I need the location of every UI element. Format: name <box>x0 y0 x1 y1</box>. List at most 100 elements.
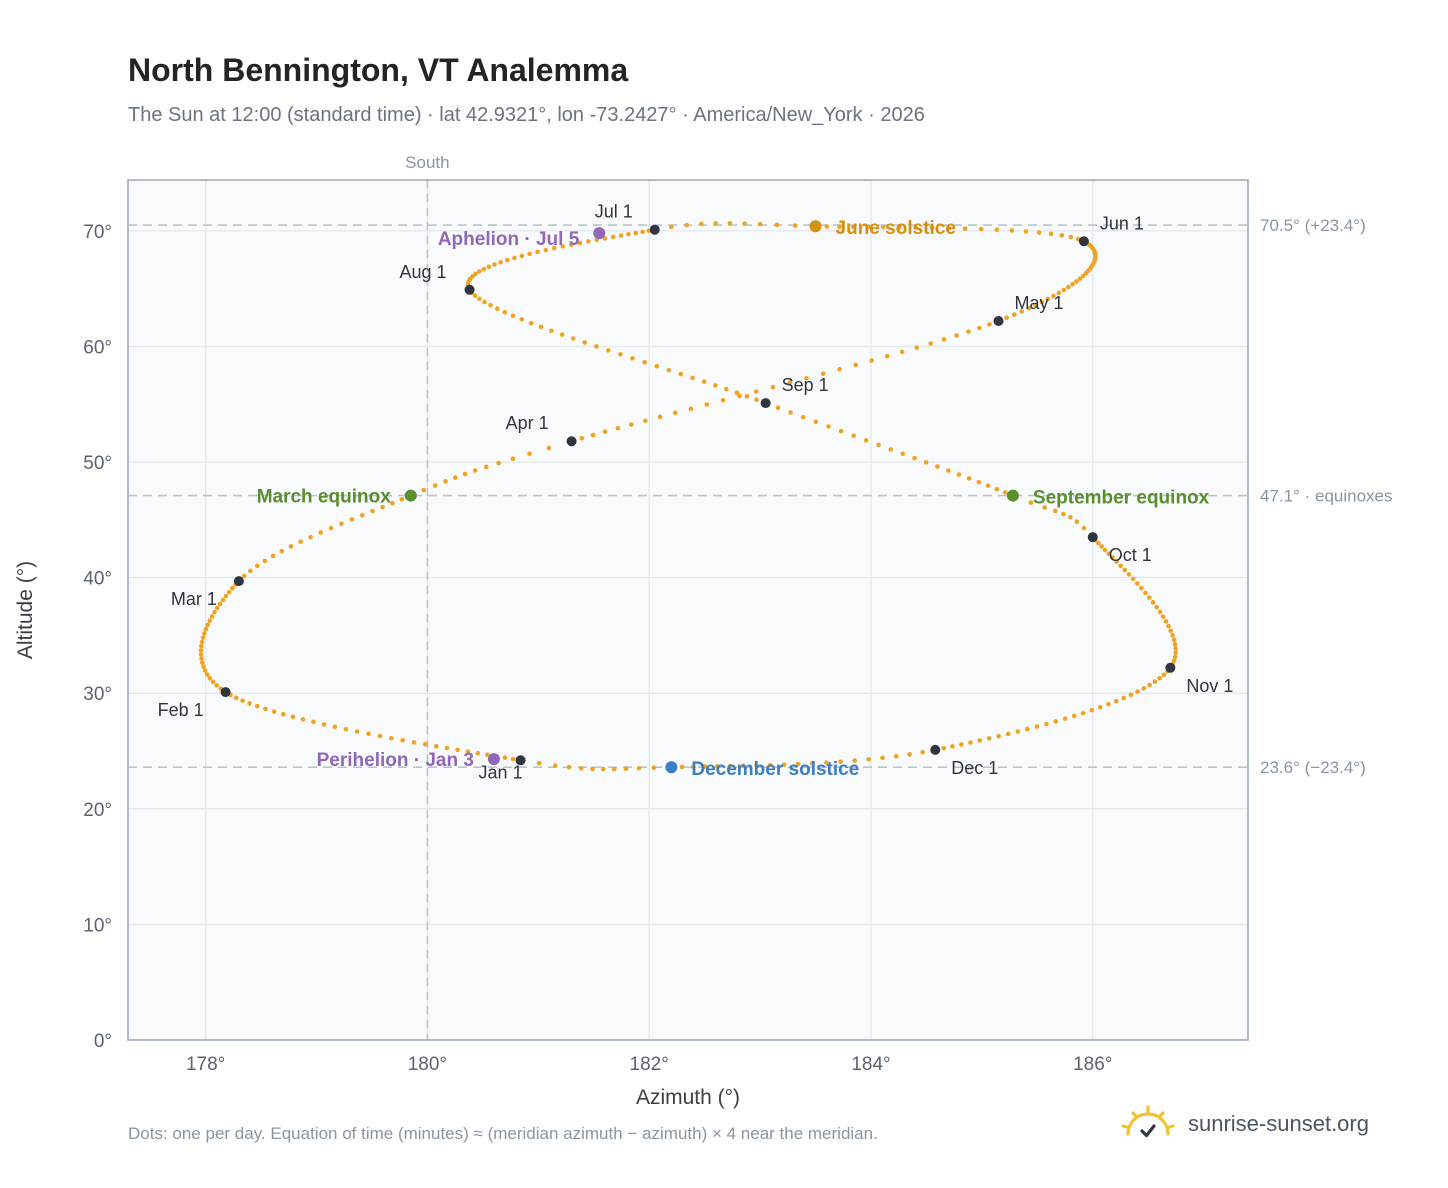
daily-dot <box>199 639 205 645</box>
daily-dot <box>1099 544 1104 549</box>
daily-dot <box>602 236 608 241</box>
event-marker <box>593 227 606 240</box>
month-markers: Jan 1 Feb 1 Mar 1 Apr 1 May 1 Jun 1 Jul 1 Aug 1… <box>158 202 1234 783</box>
daily-dot <box>481 266 487 272</box>
daily-dot <box>704 402 710 407</box>
daily-dot <box>611 766 617 772</box>
daily-dot <box>241 573 247 579</box>
daily-dot <box>618 233 624 238</box>
chart-title: North Bennington, VT Analemma <box>128 52 629 88</box>
month-marker-label: Sep 1 <box>782 375 829 395</box>
x-tick-label: 186° <box>1073 1054 1112 1075</box>
daily-dot <box>1061 287 1067 293</box>
daily-dot <box>720 397 726 403</box>
daily-dot <box>1152 679 1158 684</box>
x-tick-label: 182° <box>630 1054 669 1075</box>
daily-dot <box>432 483 438 488</box>
daily-dot <box>643 418 648 424</box>
daily-dot <box>820 371 826 377</box>
daily-dot <box>966 476 972 481</box>
daily-dot <box>1028 500 1034 505</box>
daily-dot <box>985 483 991 489</box>
daily-dot <box>813 419 819 425</box>
daily-dot <box>433 743 439 749</box>
daily-dot <box>1106 701 1111 707</box>
daily-dot <box>488 302 493 308</box>
daily-dot <box>209 614 215 619</box>
daily-dot <box>1004 315 1009 321</box>
daily-dot <box>724 386 729 392</box>
daily-dot <box>389 735 394 741</box>
daily-dot <box>788 410 793 415</box>
daily-dot <box>1147 595 1152 600</box>
daily-dot <box>586 239 591 244</box>
daily-dot <box>804 375 809 381</box>
daily-dot <box>837 224 842 229</box>
month-marker-label: Jan 1 <box>479 762 523 782</box>
daily-dot <box>290 714 296 720</box>
month-marker-label: Mar 1 <box>171 589 217 609</box>
daily-dot <box>996 733 1001 739</box>
daily-dot <box>838 428 844 434</box>
daily-dot <box>455 747 460 753</box>
daily-dot <box>343 726 349 732</box>
daily-dot <box>528 320 534 326</box>
daily-dot <box>945 468 951 473</box>
daily-dot <box>380 504 385 510</box>
daily-dot <box>1048 231 1054 237</box>
daily-dot <box>863 438 869 443</box>
daily-dot <box>1128 692 1134 698</box>
daily-dot <box>498 259 504 265</box>
daily-dot <box>809 761 815 766</box>
daily-dot <box>929 225 935 231</box>
daily-dot <box>1150 600 1156 605</box>
daily-dot <box>212 609 217 615</box>
daily-dot <box>657 414 663 420</box>
month-marker <box>1165 662 1176 673</box>
daily-dot <box>492 262 497 267</box>
daily-dot <box>866 757 871 762</box>
y-tick-label: 70° <box>83 222 112 243</box>
month-marker-label: Feb 1 <box>158 700 204 720</box>
daily-dot <box>590 766 595 772</box>
daily-dot <box>876 442 881 448</box>
daily-dot <box>1096 540 1101 546</box>
daily-dot <box>610 234 616 240</box>
month-marker <box>930 744 941 755</box>
brand[interactable]: sunrise-sunset.org <box>1120 1102 1369 1146</box>
daily-dot <box>754 397 759 403</box>
daily-dot <box>941 337 947 342</box>
daily-dot <box>332 724 338 730</box>
daily-dot <box>737 393 742 399</box>
axis-ticks: 178° 180° 182° 184° 186° 0° 10° 20° 30° 40° 50° 60°… <box>83 222 1112 1075</box>
daily-dot <box>740 763 746 769</box>
daily-dot <box>288 544 294 549</box>
daily-dot <box>678 371 684 377</box>
daily-dot <box>318 530 324 535</box>
daily-dot <box>713 221 718 226</box>
meridian-label: South <box>405 153 449 172</box>
daily-dot <box>1113 698 1119 704</box>
daily-dot <box>472 468 478 473</box>
y-tick-label: 0° <box>94 1031 112 1052</box>
daily-dot <box>1081 525 1087 531</box>
daily-dot <box>954 333 959 338</box>
daily-dot <box>1009 228 1015 233</box>
daily-dot <box>247 701 252 706</box>
daily-dot <box>630 356 635 361</box>
daily-dot <box>300 717 306 722</box>
reference-line-label: 47.1° · equinoxes <box>1260 487 1393 506</box>
reference-line-label: 70.5° (+23.4°) <box>1260 216 1366 235</box>
daily-dot <box>1172 654 1178 659</box>
daily-dot <box>684 222 690 228</box>
event-markers: March equinox September equinox June solst… <box>257 218 1210 780</box>
daily-dot <box>1110 555 1115 560</box>
daily-dot <box>994 486 1000 492</box>
month-marker <box>1078 236 1089 247</box>
daily-dot <box>1062 716 1068 721</box>
daily-dot <box>914 345 920 350</box>
daily-dot <box>753 389 759 394</box>
daily-dot <box>602 429 608 435</box>
daily-dot <box>715 764 720 769</box>
daily-dot <box>1089 707 1095 713</box>
